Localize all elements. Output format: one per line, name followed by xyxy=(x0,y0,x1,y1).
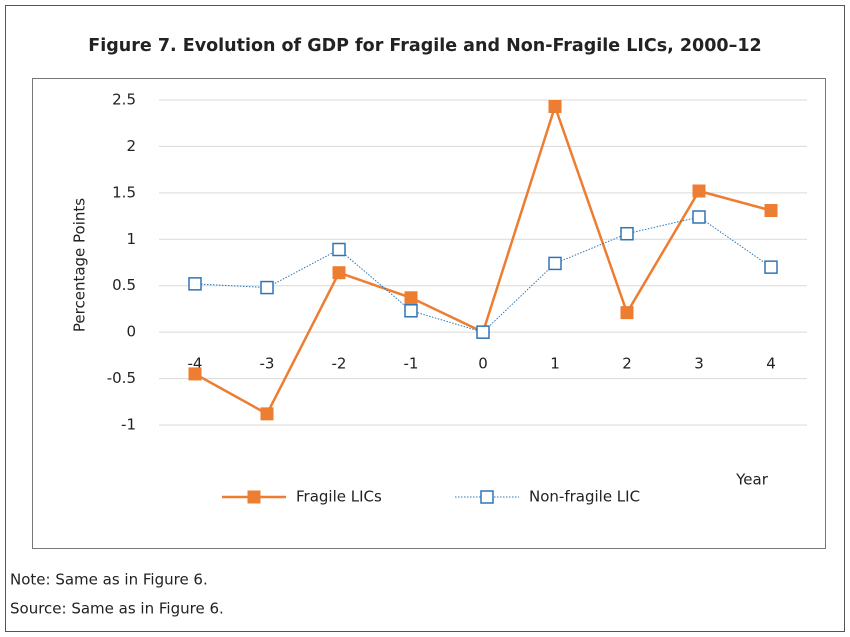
data-point xyxy=(260,407,274,421)
legend-marker xyxy=(480,490,494,504)
y-tick-label: -0.5 xyxy=(107,369,136,387)
data-point xyxy=(260,280,274,295)
x-tick-label: -2 xyxy=(332,355,347,373)
y-tick-label: 2 xyxy=(126,137,136,155)
x-tick-label: -3 xyxy=(260,355,275,373)
data-point xyxy=(620,306,634,320)
note: Note: Same as in Figure 6. xyxy=(10,571,208,589)
data-point xyxy=(332,266,346,280)
y-tick-label: -1 xyxy=(121,416,136,434)
x-tick-label: 0 xyxy=(478,355,488,373)
y-axis-title: Percentage Points xyxy=(71,198,89,332)
data-point xyxy=(692,210,706,224)
y-tick-label: 1 xyxy=(126,230,136,248)
x-tick-label: 1 xyxy=(550,355,560,373)
x-axis-title: Year xyxy=(735,471,769,489)
x-tick-label: 2 xyxy=(622,355,632,373)
data-point xyxy=(476,325,490,339)
data-point xyxy=(188,277,202,291)
data-point xyxy=(188,367,202,381)
y-tick-label: 1.5 xyxy=(112,183,136,201)
x-tick-label: 3 xyxy=(694,355,704,373)
figure-border xyxy=(5,5,845,632)
legend-label: Fragile LICs xyxy=(296,488,382,506)
data-point xyxy=(692,184,706,198)
chart-title: Figure 7. Evolution of GDP for Fragile a… xyxy=(88,36,761,56)
data-point xyxy=(764,204,778,217)
x-tick-label: 4 xyxy=(766,355,776,373)
data-point xyxy=(332,242,346,257)
y-tick-label: 2.5 xyxy=(112,91,136,109)
data-point xyxy=(620,226,634,241)
y-tick-label: 0.5 xyxy=(112,276,136,294)
data-point xyxy=(548,256,562,271)
source: Source: Same as in Figure 6. xyxy=(10,600,224,618)
data-point xyxy=(548,100,562,113)
legend-label: Non-fragile LIC xyxy=(529,488,640,506)
legend-marker xyxy=(247,490,261,504)
data-point xyxy=(764,260,778,274)
data-point xyxy=(404,304,418,318)
chart-border xyxy=(32,78,826,549)
y-tick-label: 0 xyxy=(126,323,136,341)
series-line xyxy=(194,216,772,333)
data-point xyxy=(404,291,418,305)
x-tick-label: -1 xyxy=(404,355,419,373)
